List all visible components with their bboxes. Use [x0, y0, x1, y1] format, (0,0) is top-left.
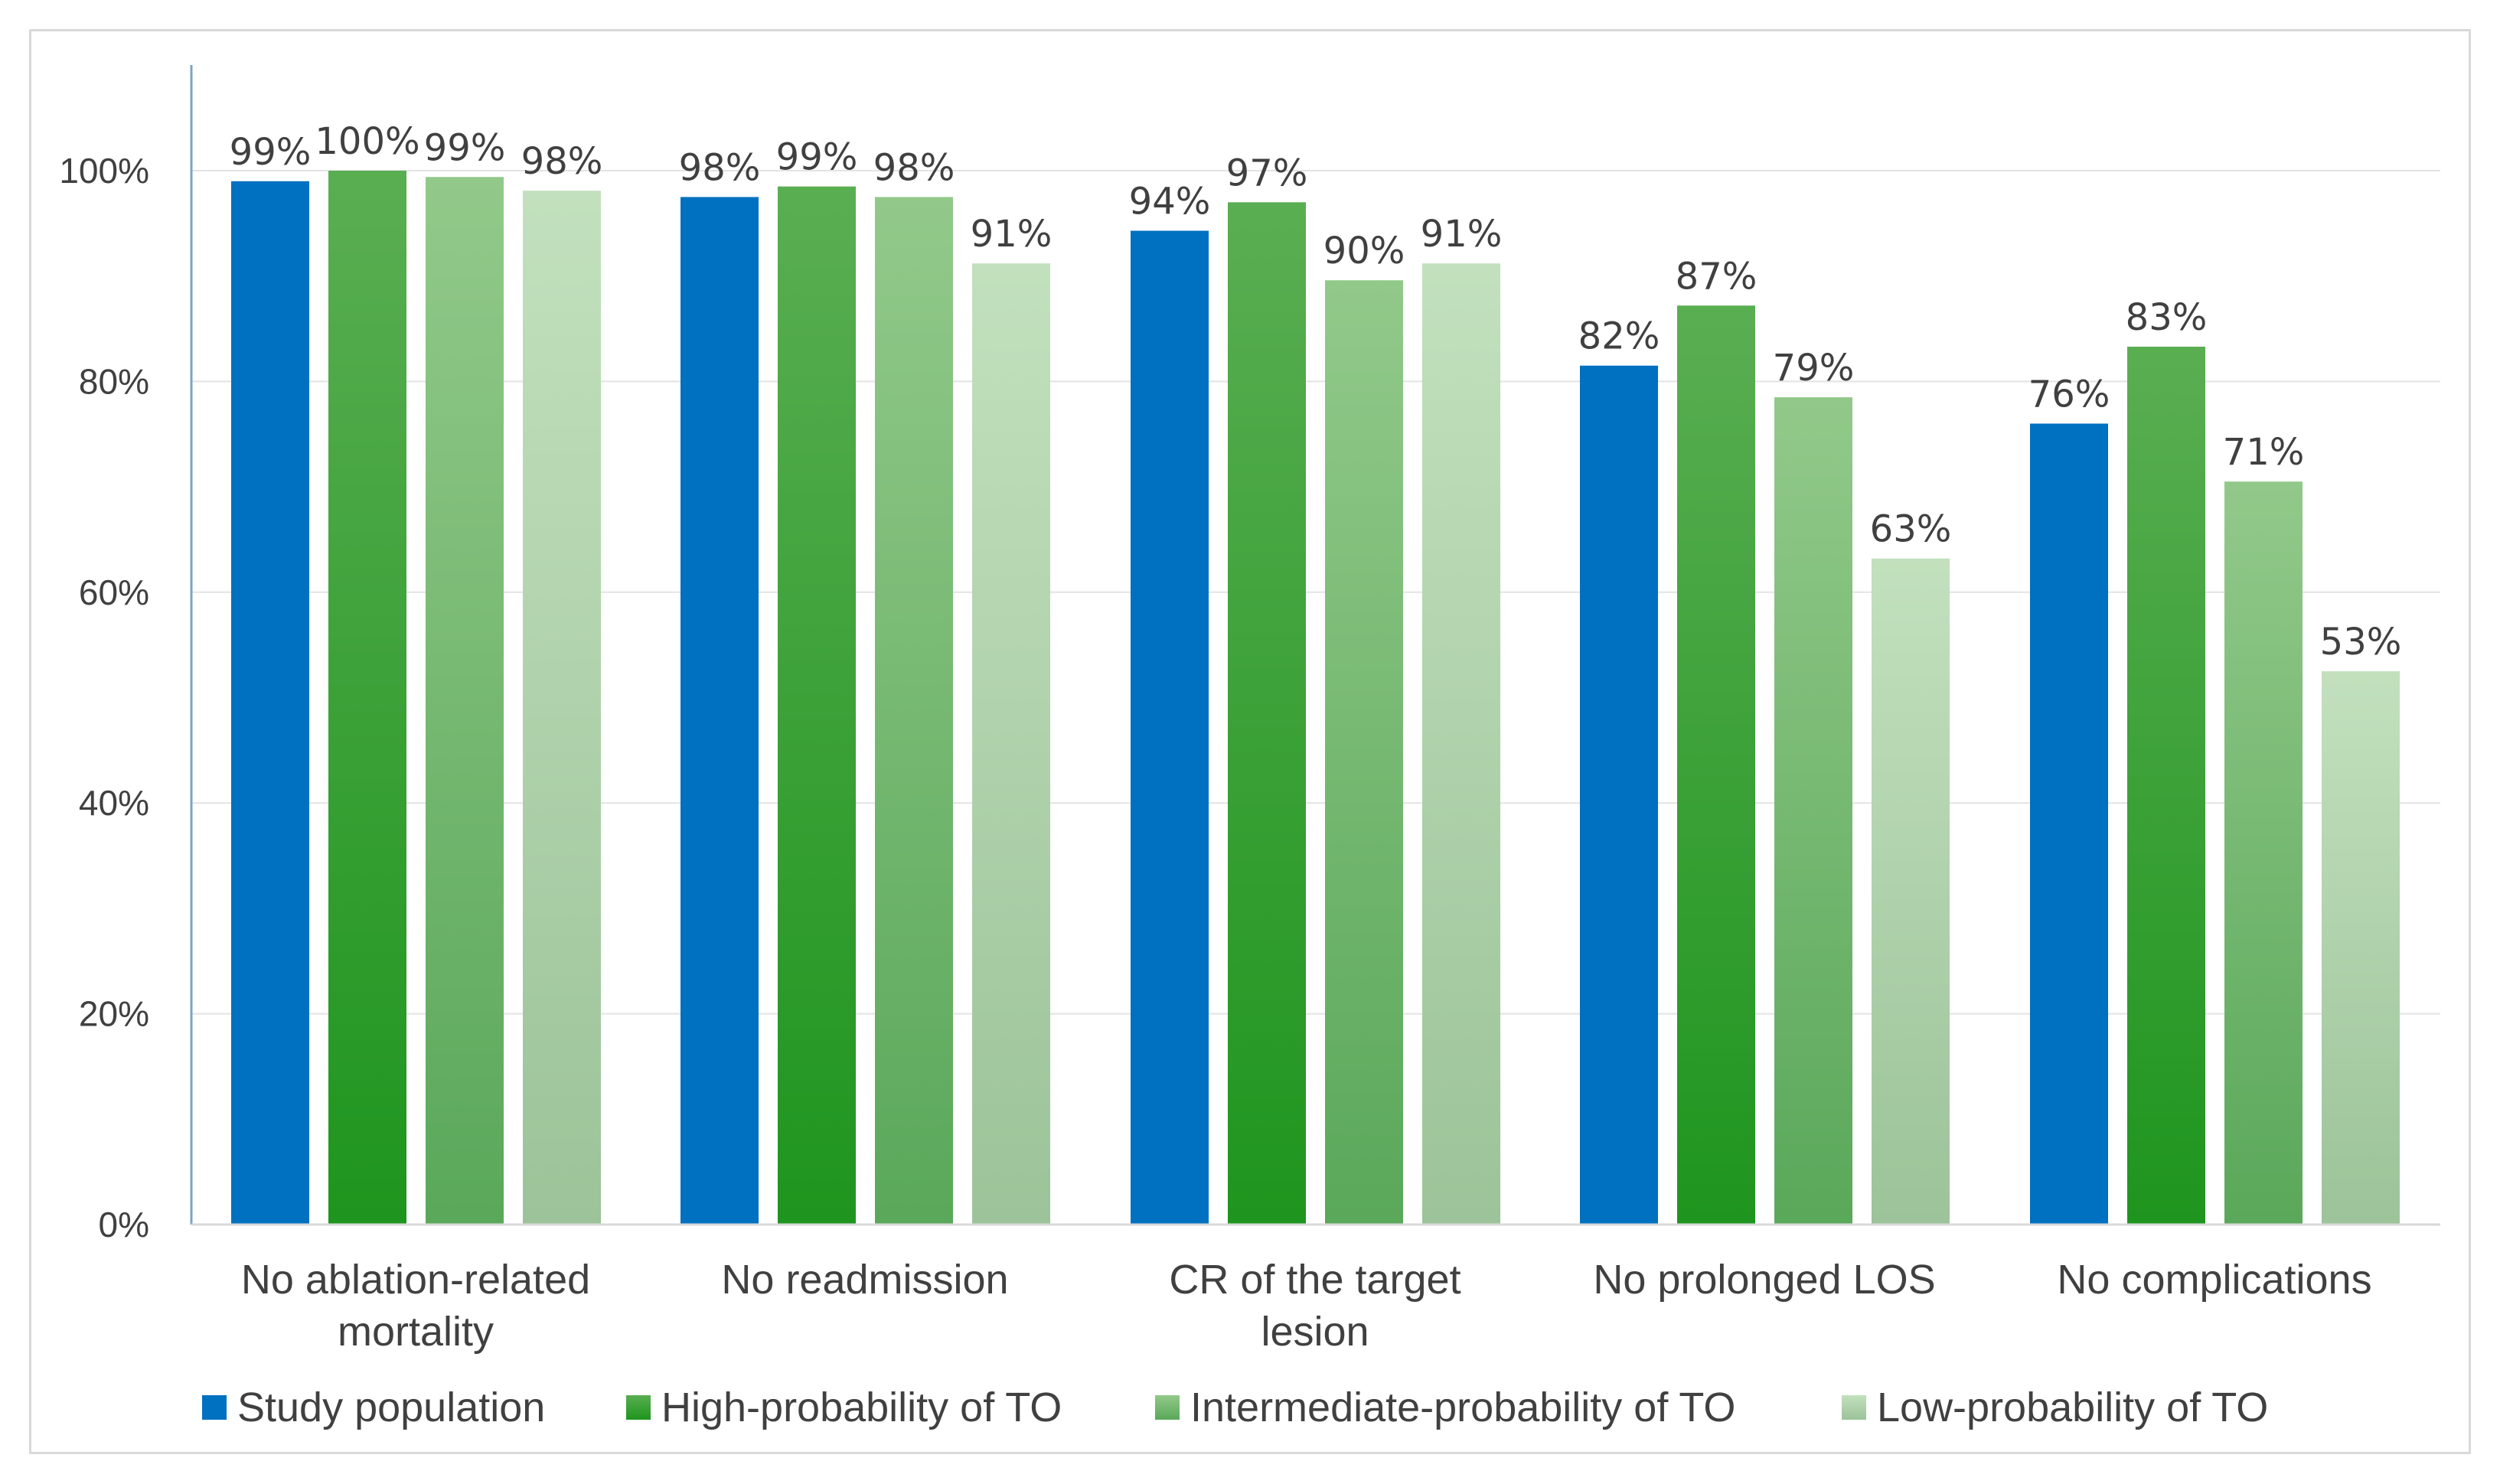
data-label: 97%	[1226, 152, 1308, 194]
data-label: 76%	[2028, 373, 2110, 416]
x-category-label: CR of the target	[1169, 1257, 1461, 1303]
data-label: 91%	[971, 213, 1053, 256]
data-label: 63%	[1870, 508, 1952, 551]
bar	[972, 263, 1050, 1225]
axes: 0% 20% 40% 60% 80% 100% No ablation-related mor…	[59, 65, 2440, 1355]
bar	[1774, 397, 1852, 1225]
x-category-label: mortality	[338, 1309, 494, 1355]
bar	[2322, 671, 2400, 1225]
data-label: 98%	[521, 140, 603, 183]
bar	[1422, 263, 1500, 1225]
y-tick-label: 20%	[79, 994, 149, 1034]
data-label: 99%	[230, 131, 312, 174]
y-tick-label: 60%	[79, 572, 149, 612]
legend-swatch	[1842, 1395, 1866, 1420]
bar	[328, 171, 406, 1225]
legend-label: Intermediate-probability of TO	[1190, 1385, 1735, 1430]
legend-label: Low-probability of TO	[1877, 1385, 2268, 1430]
legend-label: Study population	[237, 1385, 545, 1430]
y-tick-label: 80%	[79, 361, 149, 401]
data-label: 87%	[1676, 255, 1758, 298]
data-label: 94%	[1129, 180, 1211, 223]
bar	[875, 197, 953, 1225]
bar	[2127, 346, 2205, 1225]
legend-label: High-probability of TO	[661, 1385, 1062, 1430]
data-label: 71%	[2223, 431, 2305, 474]
bar	[231, 181, 309, 1225]
legend-swatch	[1155, 1395, 1180, 1420]
data-label: 98%	[679, 146, 761, 189]
bars	[231, 171, 2400, 1225]
x-category-label: No complications	[2057, 1257, 2371, 1303]
data-label: 99%	[776, 136, 858, 179]
bar	[426, 177, 504, 1225]
bar	[1677, 305, 1755, 1225]
data-labels: 99% 98%94%82%76%100% 99% 97%87%83%99% 98%90%…	[230, 120, 2402, 664]
data-label: 90%	[1323, 230, 1405, 272]
data-label: 100%	[315, 120, 419, 163]
bar	[1580, 365, 1658, 1225]
data-label: 99%	[424, 126, 506, 169]
data-label: 98%	[873, 146, 955, 189]
y-tick-label: 100%	[59, 151, 149, 191]
x-category-label: No prolonged LOS	[1593, 1257, 1935, 1303]
bar	[1131, 230, 1209, 1225]
x-category-label: No readmission	[721, 1257, 1008, 1303]
bar	[523, 191, 601, 1225]
legend-swatch	[626, 1395, 651, 1420]
x-category-label: No ablation-related	[241, 1257, 590, 1303]
legend-swatch	[202, 1395, 227, 1420]
bar	[2030, 423, 2108, 1225]
x-category-label: lesion	[1261, 1309, 1369, 1355]
bar	[1872, 558, 1950, 1225]
bar	[2224, 481, 2303, 1225]
data-label: 53%	[2320, 621, 2402, 664]
bar	[1325, 280, 1403, 1225]
bar	[1228, 202, 1306, 1225]
y-tick-label: 0%	[99, 1205, 149, 1244]
data-label: 83%	[2126, 296, 2208, 339]
y-tick-label: 40%	[79, 783, 149, 823]
bar	[680, 197, 759, 1225]
data-label: 82%	[1578, 315, 1660, 358]
data-label: 79%	[1773, 347, 1855, 390]
data-label: 91%	[1421, 213, 1503, 256]
legend: Study population High-probability of TO In…	[202, 1385, 2268, 1430]
bar	[778, 186, 856, 1225]
